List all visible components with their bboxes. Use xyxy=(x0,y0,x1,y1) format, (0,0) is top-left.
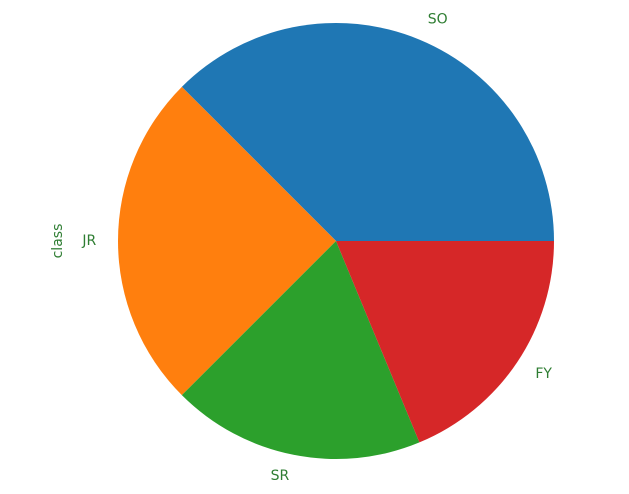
slice-label-so: SO xyxy=(428,11,448,27)
pie-slice-fy xyxy=(336,241,554,443)
pie-slice-so xyxy=(181,22,554,242)
slice-label-fy: FY xyxy=(535,366,552,382)
y-axis-label: class xyxy=(50,224,66,259)
slice-label-jr: JR xyxy=(81,233,96,249)
pie-slices xyxy=(117,22,554,460)
slice-labels: SO JR SR FY xyxy=(81,11,552,484)
pie-slice-jr xyxy=(117,86,336,396)
pie-slice-sr xyxy=(181,241,420,460)
slice-label-sr: SR xyxy=(271,468,290,484)
